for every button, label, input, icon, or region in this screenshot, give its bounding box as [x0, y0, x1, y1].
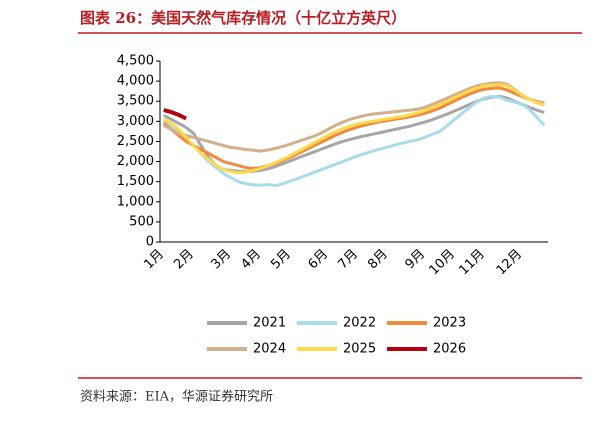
x-tick-label: 4月: [238, 247, 264, 273]
series-line: [162, 86, 545, 170]
x-tick-label: 1月: [141, 247, 167, 273]
y-tick-label: 4,500: [117, 54, 154, 69]
legend-label: 2021: [253, 316, 286, 331]
x-tick-label: 8月: [365, 247, 391, 273]
legend-label: 2022: [343, 316, 376, 331]
y-tick-label: 4,000: [117, 74, 154, 89]
y-tick-label: 2,500: [117, 134, 154, 149]
y-tick-label: 1,500: [117, 174, 154, 189]
source: 资料来源：EIA，华源证券研究所: [80, 389, 273, 405]
x-tick-label: 10月: [427, 247, 458, 278]
legend-label: 2026: [433, 342, 466, 357]
x-tick-label: 5月: [268, 247, 294, 273]
legend-label: 2024: [253, 342, 286, 357]
x-tick-label: 12月: [494, 247, 525, 278]
x-tick-label: 9月: [403, 247, 429, 273]
y-tick-label: 2,000: [117, 154, 154, 169]
series-line: [163, 108, 187, 121]
legend-label: 2023: [433, 316, 466, 331]
series-line: [162, 81, 545, 153]
x-tick-label: 2月: [171, 247, 197, 273]
legend-label: 2025: [343, 342, 376, 357]
x-tick-label: 11月: [456, 247, 487, 278]
x-tick-label: 3月: [209, 247, 235, 273]
y-tick-label: 3,000: [117, 114, 154, 129]
y-tick-label: 500: [129, 214, 154, 229]
y-tick-label: 0: [146, 235, 154, 250]
y-tick-label: 1,000: [117, 194, 154, 209]
y-tick-label: 3,500: [117, 94, 154, 109]
series-line: [162, 94, 546, 188]
x-tick-label: 6月: [306, 247, 332, 273]
x-tick-label: 7月: [335, 247, 361, 273]
chart-title: 图表 26：美国天然气库存情况（十亿立方英尺）: [80, 9, 406, 27]
series-line: [162, 83, 545, 175]
